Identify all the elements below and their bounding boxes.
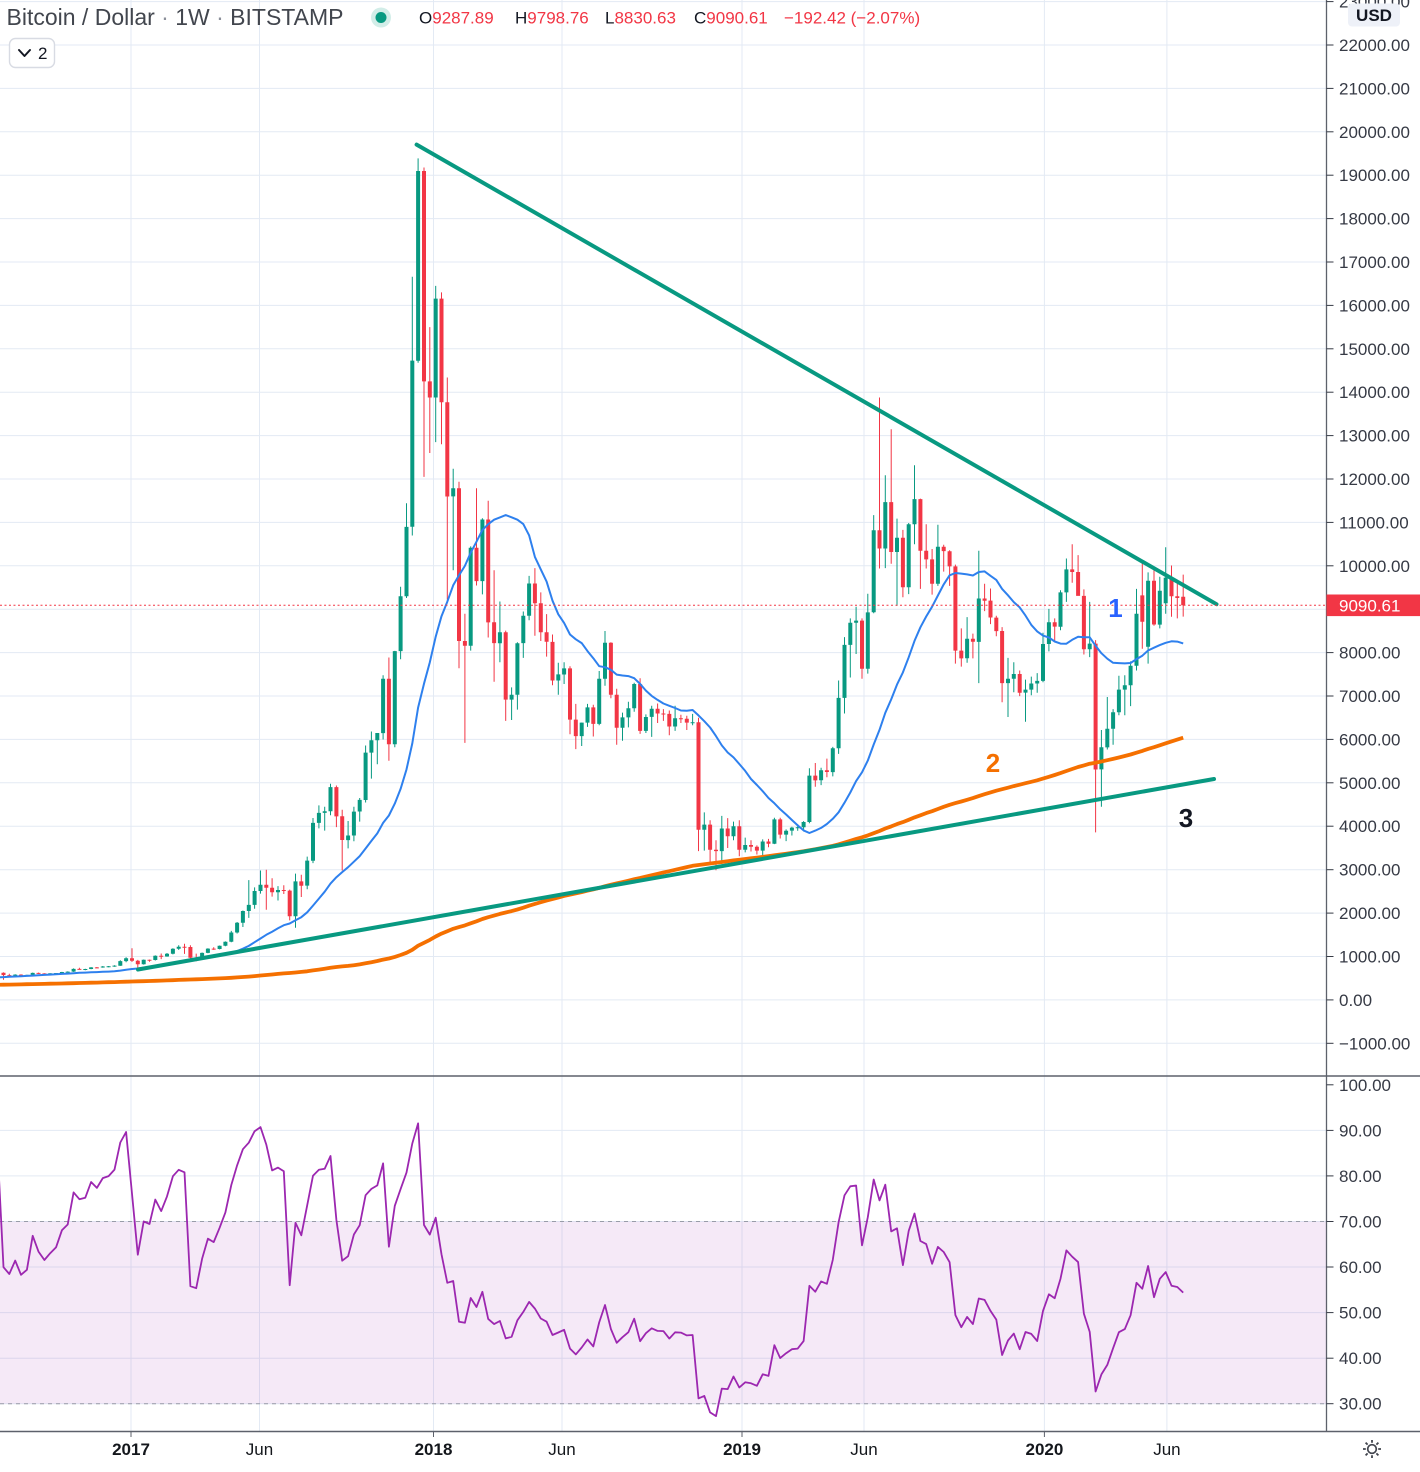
svg-text:100.00: 100.00 <box>1339 1076 1391 1095</box>
svg-text:L8830.63: L8830.63 <box>605 9 676 28</box>
svg-text:80.00: 80.00 <box>1339 1167 1382 1186</box>
svg-text:22000.00: 22000.00 <box>1339 36 1410 55</box>
svg-text:−192.42 (−2.07%): −192.42 (−2.07%) <box>784 9 920 28</box>
svg-text:6000.00: 6000.00 <box>1339 730 1400 749</box>
svg-text:2020: 2020 <box>1025 1440 1063 1459</box>
svg-text:3: 3 <box>1179 803 1193 833</box>
svg-text:9090.61: 9090.61 <box>1339 596 1400 615</box>
svg-text:2: 2 <box>986 748 1000 778</box>
svg-text:8000.00: 8000.00 <box>1339 644 1400 663</box>
svg-text:O9287.89: O9287.89 <box>419 9 494 28</box>
svg-text:H9798.76: H9798.76 <box>515 9 589 28</box>
svg-text:16000.00: 16000.00 <box>1339 296 1410 315</box>
svg-text:30.00: 30.00 <box>1339 1395 1382 1414</box>
svg-text:15000.00: 15000.00 <box>1339 340 1410 359</box>
svg-text:−1000.00: −1000.00 <box>1339 1034 1410 1053</box>
svg-text:2000.00: 2000.00 <box>1339 904 1400 923</box>
svg-text:C9090.61: C9090.61 <box>694 9 768 28</box>
svg-text:3000.00: 3000.00 <box>1339 861 1400 880</box>
svg-text:17000.00: 17000.00 <box>1339 253 1410 272</box>
svg-text:7000.00: 7000.00 <box>1339 687 1400 706</box>
svg-text:2018: 2018 <box>415 1440 453 1459</box>
svg-text:2019: 2019 <box>723 1440 761 1459</box>
svg-text:Jun: Jun <box>850 1440 877 1459</box>
svg-text:12000.00: 12000.00 <box>1339 470 1410 489</box>
svg-text:Jun: Jun <box>246 1440 273 1459</box>
svg-text:5000.00: 5000.00 <box>1339 774 1400 793</box>
svg-text:20000.00: 20000.00 <box>1339 123 1410 142</box>
svg-text:Jun: Jun <box>1153 1440 1180 1459</box>
svg-text:2: 2 <box>38 44 47 63</box>
svg-text:13000.00: 13000.00 <box>1339 427 1410 446</box>
svg-text:70.00: 70.00 <box>1339 1213 1382 1232</box>
svg-text:50.00: 50.00 <box>1339 1304 1382 1323</box>
svg-text:60.00: 60.00 <box>1339 1258 1382 1277</box>
svg-text:0.00: 0.00 <box>1339 991 1372 1010</box>
svg-text:USD: USD <box>1356 6 1392 25</box>
svg-text:11000.00: 11000.00 <box>1339 513 1409 532</box>
svg-text:1000.00: 1000.00 <box>1339 948 1400 967</box>
svg-text:90.00: 90.00 <box>1339 1121 1382 1140</box>
svg-text:1: 1 <box>1108 593 1122 623</box>
svg-text:10000.00: 10000.00 <box>1339 557 1410 576</box>
svg-text:14000.00: 14000.00 <box>1339 383 1410 402</box>
svg-text:19000.00: 19000.00 <box>1339 166 1410 185</box>
svg-text:40.00: 40.00 <box>1339 1349 1382 1368</box>
svg-text:18000.00: 18000.00 <box>1339 210 1410 229</box>
svg-text:4000.00: 4000.00 <box>1339 817 1400 836</box>
svg-text:2017: 2017 <box>112 1440 150 1459</box>
svg-text:Bitcoin / Dollar · 1W · BITSTA: Bitcoin / Dollar · 1W · BITSTAMP <box>7 4 344 30</box>
svg-text:Jun: Jun <box>548 1440 575 1459</box>
svg-text:21000.00: 21000.00 <box>1339 79 1410 98</box>
